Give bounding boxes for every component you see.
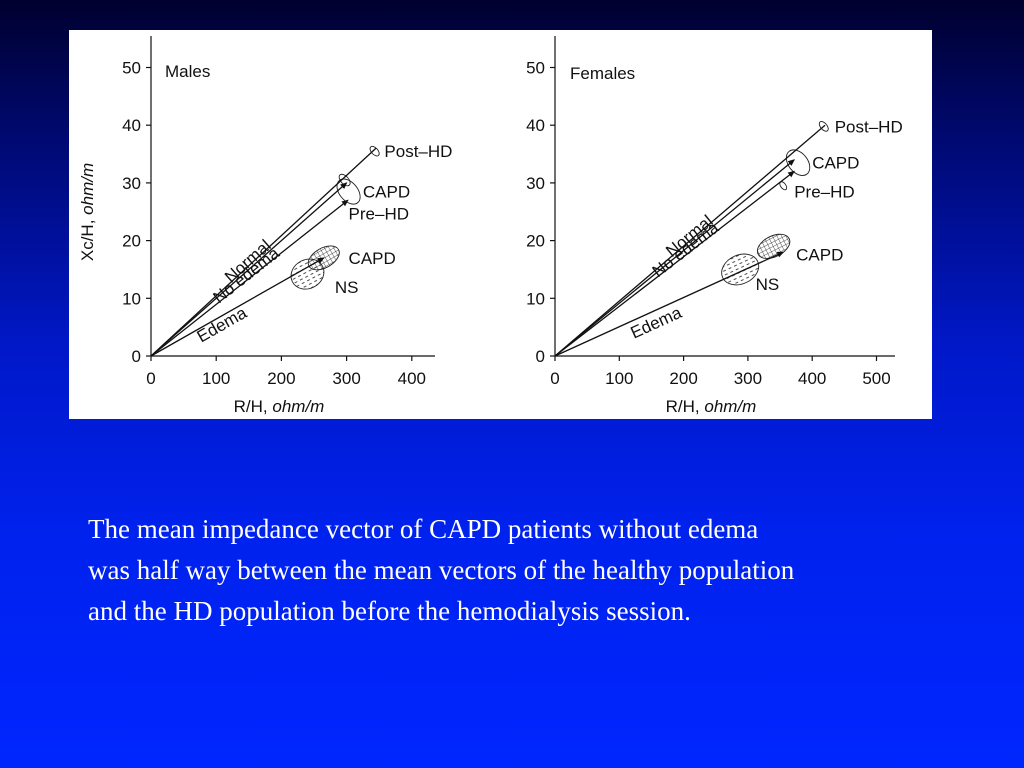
chart-1-vector-4 — [150, 147, 377, 357]
chart-2-annotation-3: Pre–HD — [794, 183, 854, 202]
chart-1-y-axis-label-unit: ohm/m — [78, 163, 97, 215]
chart-1-ellipse-5 — [290, 258, 325, 290]
chart-2-x-tick-label: 400 — [798, 369, 826, 388]
chart-2-x-tick-label: 500 — [862, 369, 890, 388]
chart-2-ellipse-5 — [721, 253, 760, 286]
chart-1-annotation-5: NS — [335, 278, 359, 297]
chart-1-y-tick-label: 40 — [122, 116, 141, 135]
caption-line-3: and the HD population before the hemodia… — [88, 596, 691, 626]
chart-2-annotation-5: NS — [756, 275, 780, 294]
chart-1-vector-1 — [150, 182, 348, 357]
chart-1-vector-2 — [150, 199, 349, 357]
chart-2-x-tick-label: 200 — [669, 369, 697, 388]
chart-1-y-axis-label-text: Xc/H, — [78, 215, 97, 261]
chart-1-y-tick-label: 20 — [122, 232, 141, 251]
chart-2-x-tick-label: 0 — [550, 369, 559, 388]
chart-2-y-tick-label: 30 — [526, 174, 545, 193]
chart-2-title: Females — [570, 64, 635, 83]
chart-1-vector-3 — [150, 257, 325, 357]
chart-1-x-tick-label: 100 — [202, 369, 230, 388]
chart-2-ellipse-2 — [785, 149, 811, 176]
chart-2-y-tick-label: 20 — [526, 232, 545, 251]
chart-1-y-axis-label: Xc/H, ohm/m — [78, 163, 97, 261]
chart-1-x-tick-label: 200 — [267, 369, 295, 388]
chart-2-ellipse-4 — [756, 233, 791, 259]
chart-2-vector-label-3: Edema — [628, 303, 685, 343]
caption-line-1: The mean impedance vector of CAPD patien… — [88, 514, 759, 544]
chart-2-y-tick-label: 40 — [526, 116, 545, 135]
caption: The mean impedance vector of CAPD patien… — [88, 509, 988, 632]
chart-1-y-tick-label: 50 — [122, 59, 141, 78]
chart-2-x-axis-label-text: R/H, — [666, 397, 705, 416]
chart-1-ellipse-3 — [336, 178, 361, 205]
chart-2-annotation-2: CAPD — [812, 154, 859, 173]
chart-2-y-tick-label: 50 — [526, 59, 545, 78]
chart-1-y-tick-label: 0 — [132, 347, 141, 366]
chart-1-annotation-2: CAPD — [363, 183, 410, 202]
chart-2-vector-2 — [554, 170, 795, 357]
chart-1-x-tick-label: 0 — [146, 369, 155, 388]
caption-line-2: was half way between the mean vectors of… — [88, 555, 795, 585]
chart-1-y-tick-label: 10 — [122, 289, 141, 308]
figure-panel: 0 10 20 30 40 50 0 100 200 300 400 Males R/H, ohm/m X… — [69, 30, 932, 419]
chart-2-x-tick-label: 300 — [734, 369, 762, 388]
chart-2-vector-1 — [554, 159, 795, 357]
chart-1-x-axis-label: R/H, ohm/m — [234, 397, 325, 416]
chart-2-x-axis-label: R/H, ohm/m — [666, 397, 757, 416]
chart-2-y-tick-label: 10 — [526, 289, 545, 308]
chart-2-x-axis-label-unit: ohm/m — [704, 397, 756, 416]
chart-1-title: Males — [165, 62, 210, 81]
chart-1-x-tick-label: 400 — [398, 369, 426, 388]
chart-1-annotation-3: Pre–HD — [349, 204, 409, 223]
chart-2-annotation-4: CAPD — [796, 245, 843, 264]
chart-1-y-tick-label: 30 — [122, 174, 141, 193]
chart-2-vector-3 — [554, 251, 785, 357]
chart-1-x-tick-label: 300 — [332, 369, 360, 388]
chart-1-annotation-4: CAPD — [349, 249, 396, 268]
chart-2-y-tick-label: 0 — [536, 347, 545, 366]
chart-2-vector-4 — [554, 124, 826, 357]
chart-1-x-axis-label-text: R/H, — [234, 397, 273, 416]
chart-1-x-axis-label-unit: ohm/m — [272, 397, 324, 416]
chart-2-x-tick-label: 100 — [605, 369, 633, 388]
chart-1-ellipse-1 — [369, 145, 380, 157]
chart-1-annotation-1: Post–HD — [384, 142, 452, 161]
chart-2-annotation-1: Post–HD — [835, 117, 903, 136]
